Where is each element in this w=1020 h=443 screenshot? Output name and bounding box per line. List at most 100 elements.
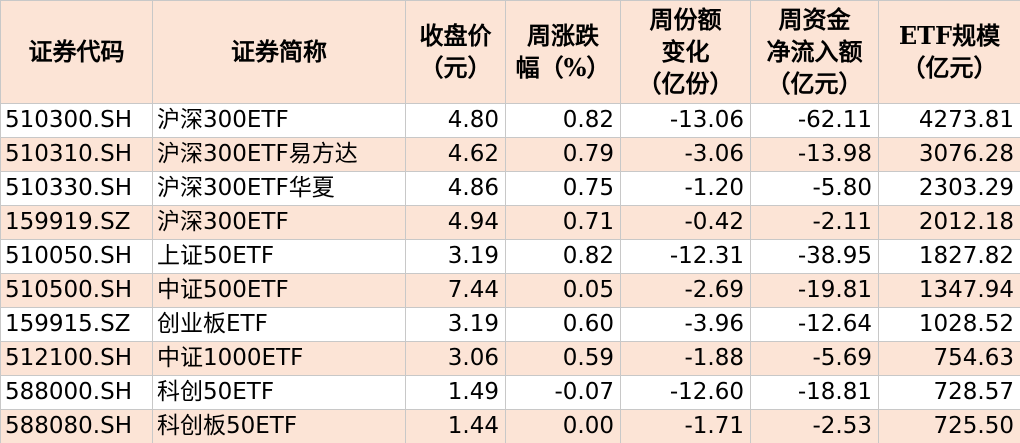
number-cell: 4.86 xyxy=(405,171,506,206)
header-cell: 周份额变化 （亿份） xyxy=(620,0,751,104)
header-text: （亿份） xyxy=(637,69,734,98)
text-cell: 上证50ETF xyxy=(152,239,406,274)
table-row: 159915.SZ 创业板ETF 3.19 0.60 -3.96 -12.64 1028.5… xyxy=(0,307,1020,342)
number-cell: 728.57 xyxy=(878,375,1020,410)
text-cell: 科创板50ETF xyxy=(152,409,406,443)
text-cell: 588000.SH xyxy=(0,375,153,410)
table-row: 159919.SZ 沪深300ETF 4.94 0.71 -0.42 -2.11 2012.… xyxy=(0,205,1020,240)
header-cell: ETF规模 （亿元） xyxy=(878,0,1020,104)
number-cell: 0.82 xyxy=(505,103,621,138)
header-cell: 周涨跌 幅（%） xyxy=(505,0,621,104)
number-cell: -2.53 xyxy=(750,409,879,443)
text-cell: 510050.SH xyxy=(0,239,153,274)
text-cell: 512100.SH xyxy=(0,341,153,376)
number-cell: 3076.28 xyxy=(878,137,1020,172)
header-text: 周资金 xyxy=(778,5,851,34)
number-cell: -0.07 xyxy=(505,375,621,410)
text-cell: 中证500ETF xyxy=(152,273,406,308)
header-cell: 证券简称 xyxy=(152,0,406,104)
number-cell: -13.98 xyxy=(750,137,879,172)
header-text: ETF规模 xyxy=(898,21,1001,50)
number-cell: 4.80 xyxy=(405,103,506,138)
text-cell: 沪深300ETF xyxy=(152,103,406,138)
text-cell: 588080.SH xyxy=(0,409,153,443)
number-cell: 0.00 xyxy=(505,409,621,443)
number-cell: 0.71 xyxy=(505,205,621,240)
number-cell: 0.79 xyxy=(505,137,621,172)
table-row: 512100.SH 中证1000ETF 3.06 0.59 -1.88 -5.69 754.… xyxy=(0,341,1020,376)
header-text: 收盘价 xyxy=(419,21,492,50)
number-cell: 4273.81 xyxy=(878,103,1020,138)
number-cell: -2.69 xyxy=(620,273,751,308)
number-cell: -1.71 xyxy=(620,409,751,443)
number-cell: 0.59 xyxy=(505,341,621,376)
text-cell: 510310.SH xyxy=(0,137,153,172)
number-cell: 1028.52 xyxy=(878,307,1020,342)
number-cell: 4.94 xyxy=(405,205,506,240)
number-cell: 1827.82 xyxy=(878,239,1020,274)
number-cell: -3.06 xyxy=(620,137,751,172)
header-cell: 收盘价 （元） xyxy=(405,0,506,104)
text-cell: 159915.SZ xyxy=(0,307,153,342)
table-body: 510300.SH 沪深300ETF 4.80 0.82 -13.06 -62.11 427… xyxy=(0,103,1020,443)
header-text: 变化 xyxy=(661,37,710,66)
header-text: （亿元） xyxy=(766,69,863,98)
number-cell: -62.11 xyxy=(750,103,879,138)
number-cell: -19.81 xyxy=(750,273,879,308)
table-row: 510050.SH 上证50ETF 3.19 0.82 -12.31 -38.95 1827… xyxy=(0,239,1020,274)
number-cell: 754.63 xyxy=(878,341,1020,376)
number-cell: -13.06 xyxy=(620,103,751,138)
number-cell: -18.81 xyxy=(750,375,879,410)
number-cell: -12.31 xyxy=(620,239,751,274)
number-cell: -5.69 xyxy=(750,341,879,376)
header-cell: 周资金净流入额 （亿元） xyxy=(750,0,879,104)
number-cell: 7.44 xyxy=(405,273,506,308)
number-cell: 725.50 xyxy=(878,409,1020,443)
header-cell: 证券代码 xyxy=(0,0,153,104)
number-cell: -1.88 xyxy=(620,341,751,376)
text-cell: 沪深300ETF华夏 xyxy=(152,171,406,206)
table-row: 510310.SH 沪深300ETF易方达 4.62 0.79 -3.06 -13.98 3… xyxy=(0,137,1020,172)
number-cell: -2.11 xyxy=(750,205,879,240)
number-cell: -12.60 xyxy=(620,375,751,410)
header-text: 证券代码 xyxy=(28,37,125,66)
number-cell: 3.19 xyxy=(405,307,506,342)
number-cell: 1347.94 xyxy=(878,273,1020,308)
number-cell: 2012.18 xyxy=(878,205,1020,240)
table-row: 588080.SH 科创板50ETF 1.44 0.00 -1.71 -2.53 725.5… xyxy=(0,409,1020,443)
header-text: 证券简称 xyxy=(231,37,327,66)
number-cell: -0.42 xyxy=(620,205,751,240)
header-text: （元） xyxy=(419,53,492,82)
number-cell: 3.19 xyxy=(405,239,506,274)
number-cell: 0.05 xyxy=(505,273,621,308)
text-cell: 510330.SH xyxy=(0,171,153,206)
number-cell: 2303.29 xyxy=(878,171,1020,206)
text-cell: 沪深300ETF易方达 xyxy=(152,137,406,172)
number-cell: 0.75 xyxy=(505,171,621,206)
text-cell: 创业板ETF xyxy=(152,307,406,342)
header-text: 净流入额 xyxy=(766,37,863,66)
number-cell: 4.62 xyxy=(405,137,506,172)
table-row: 510300.SH 沪深300ETF 4.80 0.82 -13.06 -62.11 427… xyxy=(0,103,1020,138)
table-row: 510500.SH 中证500ETF 7.44 0.05 -2.69 -19.81 1347… xyxy=(0,273,1020,308)
number-cell: 0.60 xyxy=(505,307,621,342)
header-text: 周份额 xyxy=(649,5,722,34)
header-text: （亿元） xyxy=(901,53,998,82)
text-cell: 中证1000ETF xyxy=(152,341,406,376)
table-row: 588000.SH 科创50ETF 1.49 -0.07 -12.60 -18.81 728… xyxy=(0,375,1020,410)
number-cell: 3.06 xyxy=(405,341,506,376)
text-cell: 沪深300ETF xyxy=(152,205,406,240)
text-cell: 159919.SZ xyxy=(0,205,153,240)
header-row: 证券代码 证券简称 收盘价 （元） 周涨跌 幅（%） 周份额变化 （亿份） 周资金净流入额 （亿元… xyxy=(0,0,1020,104)
number-cell: 0.82 xyxy=(505,239,621,274)
text-cell: 510300.SH xyxy=(0,103,153,138)
header-text: 周涨跌 xyxy=(527,21,599,50)
number-cell: -38.95 xyxy=(750,239,879,274)
number-cell: 1.49 xyxy=(405,375,506,410)
number-cell: -3.96 xyxy=(620,307,751,342)
text-cell: 科创50ETF xyxy=(152,375,406,410)
number-cell: -1.20 xyxy=(620,171,751,206)
number-cell: 1.44 xyxy=(405,409,506,443)
